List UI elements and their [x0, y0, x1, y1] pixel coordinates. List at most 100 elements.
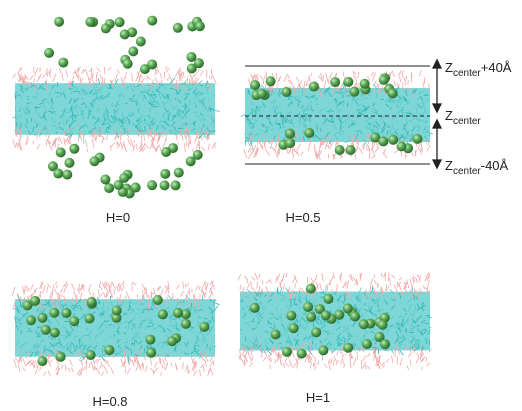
head: [69, 360, 72, 366]
head: [160, 358, 161, 365]
head: [288, 75, 290, 79]
head: [367, 147, 368, 151]
tail: [291, 120, 292, 121]
head: [213, 75, 217, 84]
head: [136, 363, 139, 371]
ion: [271, 329, 281, 339]
head: [195, 285, 199, 291]
head: [356, 81, 357, 86]
head: [200, 71, 203, 76]
tail: [25, 113, 27, 114]
ion: [104, 183, 114, 193]
ion: [69, 316, 79, 326]
head: [208, 144, 209, 150]
membranes: [12, 66, 433, 376]
head: [201, 146, 204, 151]
head: [296, 77, 299, 82]
head: [179, 74, 180, 81]
head: [62, 73, 63, 80]
ion: [257, 89, 267, 99]
head: [326, 73, 328, 82]
tail: [372, 300, 376, 301]
head: [116, 141, 120, 146]
tail: [280, 347, 283, 348]
tail: [315, 100, 316, 101]
ion: [388, 135, 398, 145]
head: [165, 285, 167, 290]
head: [322, 273, 324, 281]
head: [315, 357, 316, 362]
ion: [297, 349, 307, 359]
head: [251, 148, 253, 151]
head: [297, 144, 301, 150]
head: [153, 288, 155, 296]
head: [399, 76, 400, 82]
head: [58, 368, 59, 376]
head: [102, 137, 104, 143]
head: [54, 289, 58, 295]
head: [401, 151, 402, 156]
ion: [250, 80, 260, 90]
head: [310, 73, 312, 76]
head: [318, 361, 319, 365]
head: [402, 75, 406, 81]
annotation: Zcenter+40Å: [445, 60, 512, 79]
tail: [104, 133, 105, 134]
head: [399, 277, 401, 280]
ion: [397, 141, 407, 151]
head: [343, 71, 344, 76]
ion: [101, 23, 111, 33]
head: [367, 366, 370, 369]
head: [208, 368, 211, 375]
head: [187, 283, 189, 287]
head: [203, 366, 204, 372]
head: [164, 71, 165, 79]
head: [182, 362, 183, 370]
ion: [37, 356, 47, 366]
ion: [136, 36, 146, 46]
head: [150, 368, 154, 372]
head: [331, 358, 332, 364]
head: [323, 75, 324, 81]
head: [47, 287, 48, 293]
head: [169, 74, 172, 82]
ion: [303, 302, 313, 312]
ion: [359, 319, 369, 329]
head: [98, 289, 99, 298]
head: [114, 289, 115, 294]
head: [89, 285, 91, 291]
head: [371, 155, 375, 158]
head: [125, 72, 126, 78]
panel-label: H=1: [306, 390, 330, 405]
tail: [373, 122, 374, 126]
head: [329, 365, 331, 370]
head: [189, 288, 190, 295]
head: [101, 292, 104, 296]
tail: [288, 327, 289, 331]
head: [42, 285, 45, 293]
head: [417, 146, 420, 151]
tail: [190, 123, 193, 124]
head: [38, 74, 42, 79]
head: [372, 148, 375, 157]
head: [262, 280, 263, 284]
head: [65, 365, 66, 371]
head: [400, 358, 402, 365]
ion: [158, 309, 168, 319]
head: [427, 145, 430, 152]
ion: [86, 350, 96, 360]
head: [160, 72, 162, 78]
ion: [145, 335, 155, 345]
head: [282, 273, 284, 281]
head: [266, 150, 270, 156]
head: [394, 81, 396, 87]
head: [394, 284, 397, 291]
head: [120, 142, 122, 150]
head: [423, 82, 424, 88]
ion: [362, 339, 372, 349]
head: [268, 355, 272, 360]
ion: [193, 150, 203, 160]
ion: [128, 46, 138, 56]
ion: [69, 144, 79, 154]
head: [271, 146, 275, 150]
